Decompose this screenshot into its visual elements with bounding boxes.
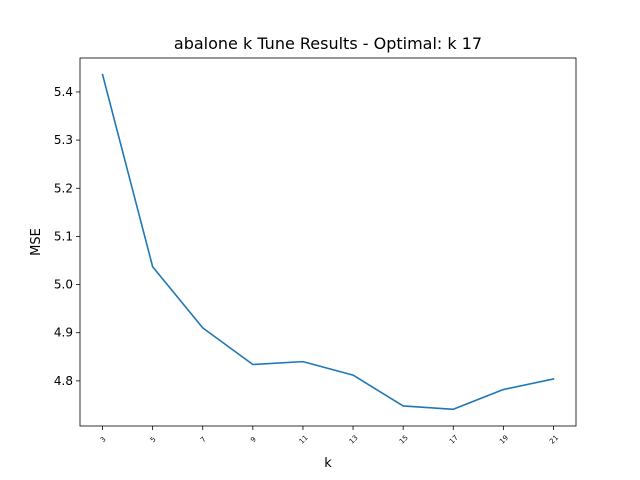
y-tick-label: 5.1 — [54, 229, 73, 243]
y-tick-label: 5.4 — [54, 85, 73, 99]
y-tick-label: 5.3 — [54, 133, 73, 147]
x-tick-label: 9 — [249, 435, 258, 444]
x-axis-label: k — [324, 456, 332, 471]
y-tick-label: 5.0 — [54, 278, 73, 292]
x-tick-label: 19 — [498, 434, 510, 446]
y-tick-label: 4.8 — [54, 374, 73, 388]
x-tick-label: 21 — [548, 434, 560, 446]
x-tick-label: 5 — [149, 435, 158, 444]
x-tick-label: 15 — [398, 434, 410, 446]
x-tick-label: 3 — [99, 435, 108, 444]
y-tick-label: 4.9 — [54, 326, 73, 340]
x-tick-label: 11 — [298, 434, 310, 446]
series-line-0 — [101, 73, 555, 411]
y-tick-label: 5.2 — [54, 181, 73, 195]
x-tick-label: 7 — [199, 435, 208, 444]
x-tick-label: 13 — [348, 434, 360, 446]
y-axis-label: MSE — [29, 228, 44, 256]
x-tick-label: 17 — [448, 434, 460, 446]
plot-area: 3 5 7 9 11 13 15 17 19 21 4.8 4.9 5.0 5.1 5.2 5.3 5.4 — [54, 57, 577, 446]
chart-title: abalone k Tune Results - Optimal: k 17 — [174, 34, 482, 53]
axes-frame — [79, 57, 577, 427]
